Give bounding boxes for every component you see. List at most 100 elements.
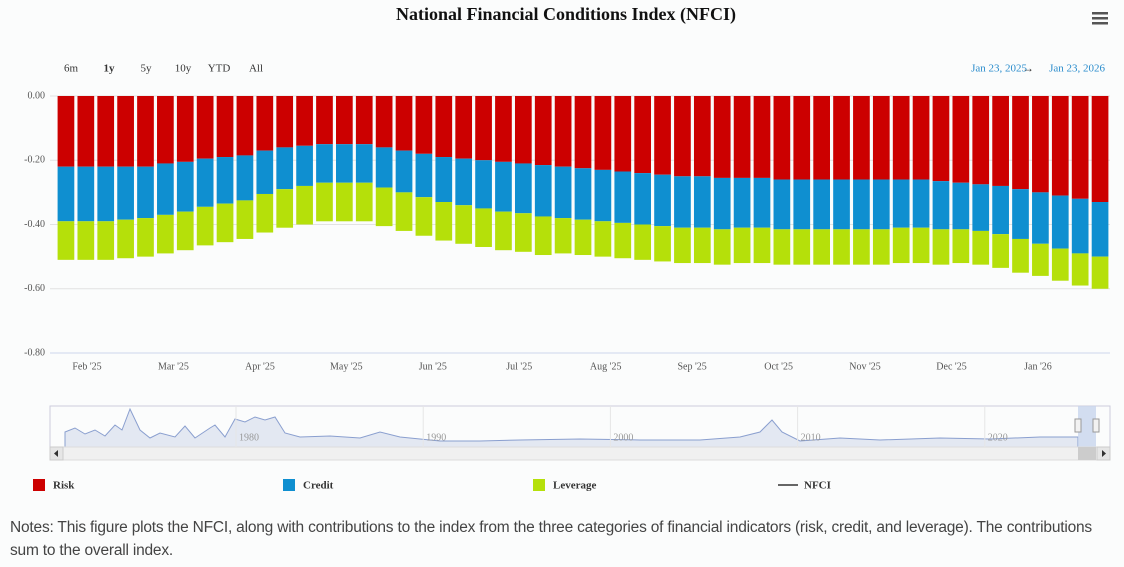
bar (77, 166, 95, 222)
bar (495, 211, 512, 251)
bar (1071, 253, 1089, 286)
navigator-label: 2010 (801, 432, 821, 443)
bar (375, 96, 393, 148)
bar (853, 229, 870, 265)
bar (157, 214, 174, 254)
bar (813, 229, 830, 265)
bar (972, 230, 990, 265)
bar (853, 96, 870, 180)
bar (932, 96, 950, 182)
range-from[interactable]: Jan 23, 2025 (971, 63, 1027, 75)
bar (375, 187, 393, 227)
range-to[interactable]: Jan 23, 2026 (1049, 63, 1105, 75)
bar (475, 96, 492, 161)
bar (435, 202, 453, 241)
scrollbar-track[interactable] (49, 446, 1111, 461)
bar (952, 229, 970, 264)
range-button[interactable]: 6m (64, 63, 79, 75)
legend-item[interactable]: Credit (283, 479, 334, 492)
bar (117, 166, 134, 220)
bar (932, 181, 950, 230)
bar (455, 205, 473, 244)
bar (693, 176, 711, 228)
bar (57, 96, 75, 167)
y-tick-label: 0.00 (28, 90, 46, 101)
bar (137, 96, 154, 167)
bar (1051, 195, 1069, 249)
bar (693, 227, 711, 264)
x-tick-label: May '25 (330, 361, 363, 372)
x-tick-label: Sep '25 (677, 361, 706, 372)
bar (574, 219, 592, 256)
bar (594, 96, 612, 170)
chart-title: National Financial Conditions Index (NFC… (396, 4, 736, 25)
bar (833, 229, 850, 265)
bar (236, 200, 254, 239)
scrollbar-thumb[interactable] (1078, 447, 1096, 460)
navigator-handle[interactable] (1074, 418, 1082, 433)
bar (833, 96, 850, 180)
y-tick-label: -0.60 (24, 283, 45, 294)
range-button[interactable]: 5y (141, 63, 153, 75)
bar (256, 193, 274, 233)
legend-swatch (33, 479, 45, 491)
bar (972, 184, 990, 231)
range-button[interactable]: 1y (104, 63, 116, 75)
bar (1032, 243, 1049, 276)
bar (355, 182, 373, 222)
bar (813, 96, 830, 180)
bar (435, 96, 453, 158)
bar (753, 177, 771, 228)
bar (932, 229, 950, 265)
legend-item[interactable]: NFCI (778, 480, 831, 492)
bar (196, 96, 214, 159)
bar (1051, 96, 1069, 196)
bar (1091, 96, 1109, 203)
bar (455, 96, 473, 159)
bar (375, 147, 393, 188)
bar (634, 96, 652, 174)
navigator-window[interactable] (1078, 406, 1096, 447)
bar (1012, 189, 1029, 239)
bar (733, 177, 751, 228)
bar (336, 182, 353, 222)
menu-bar (1092, 17, 1108, 20)
bar (793, 229, 811, 265)
bar (316, 182, 333, 222)
bar (892, 227, 910, 264)
x-tick-label: Jul '25 (506, 361, 532, 372)
bar (912, 179, 930, 228)
menu-bar (1092, 12, 1108, 15)
scroll-arrow (54, 450, 58, 457)
range-button[interactable]: 10y (175, 63, 192, 75)
legend-item[interactable]: Risk (33, 479, 75, 492)
bar (216, 203, 234, 243)
legend-label: Leverage (553, 480, 596, 492)
bar (196, 206, 214, 246)
bar (355, 96, 373, 145)
x-tick-label: Dec '25 (936, 361, 966, 372)
legend-item[interactable]: Leverage (533, 479, 596, 492)
bar (634, 173, 652, 225)
x-tick-label: Apr '25 (245, 361, 275, 372)
bar (534, 165, 552, 217)
navigator-handle[interactable] (1092, 418, 1100, 433)
bar (236, 96, 254, 156)
bar (534, 96, 552, 166)
bar (355, 144, 373, 183)
bar (972, 96, 990, 185)
menu-button[interactable] (1092, 12, 1108, 25)
bar (793, 179, 811, 230)
range-arrow: → (1022, 61, 1034, 75)
bar (614, 171, 632, 223)
bar (137, 218, 154, 257)
range-button[interactable]: YTD (208, 63, 231, 75)
bar (713, 229, 731, 265)
bar (117, 96, 134, 167)
x-tick-label: Jan '26 (1024, 361, 1052, 372)
bar (614, 222, 632, 259)
bar (713, 177, 731, 230)
navigator-label: 2000 (613, 432, 633, 443)
range-button[interactable]: All (249, 63, 263, 75)
bar (216, 157, 234, 204)
